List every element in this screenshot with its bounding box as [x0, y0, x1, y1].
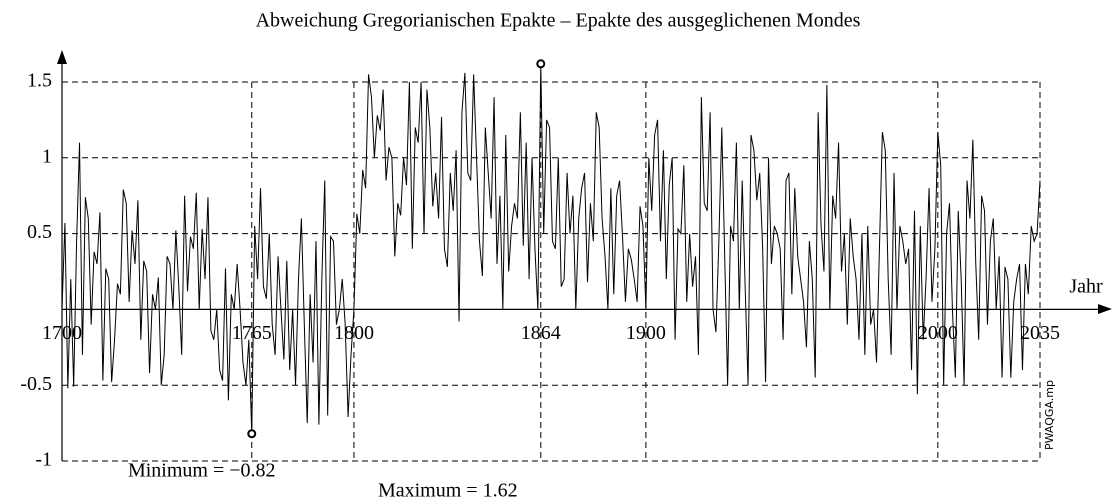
data-line	[61, 63, 1041, 434]
chart-title: Abweichung Gregorianischen Epakte – Epak…	[256, 10, 861, 32]
y-tick-label: 0.5	[27, 221, 52, 243]
extreme-marker	[247, 429, 257, 439]
annotation: Minimum = −0.82	[128, 460, 276, 482]
watermark: PWAQGA.mp	[1043, 380, 1056, 450]
annotation: Maximum = 1.62	[378, 480, 518, 501]
y-tick-label: 1.5	[27, 70, 52, 92]
y-tick-label: -1	[35, 449, 52, 471]
y-tick-label: -0.5	[20, 373, 52, 395]
x-axis-label: Jahr	[1069, 276, 1103, 298]
y-axis-arrow	[57, 50, 67, 64]
y-tick-label: 1	[42, 145, 52, 167]
extreme-marker	[536, 59, 546, 69]
x-axis-arrow	[1098, 304, 1112, 314]
